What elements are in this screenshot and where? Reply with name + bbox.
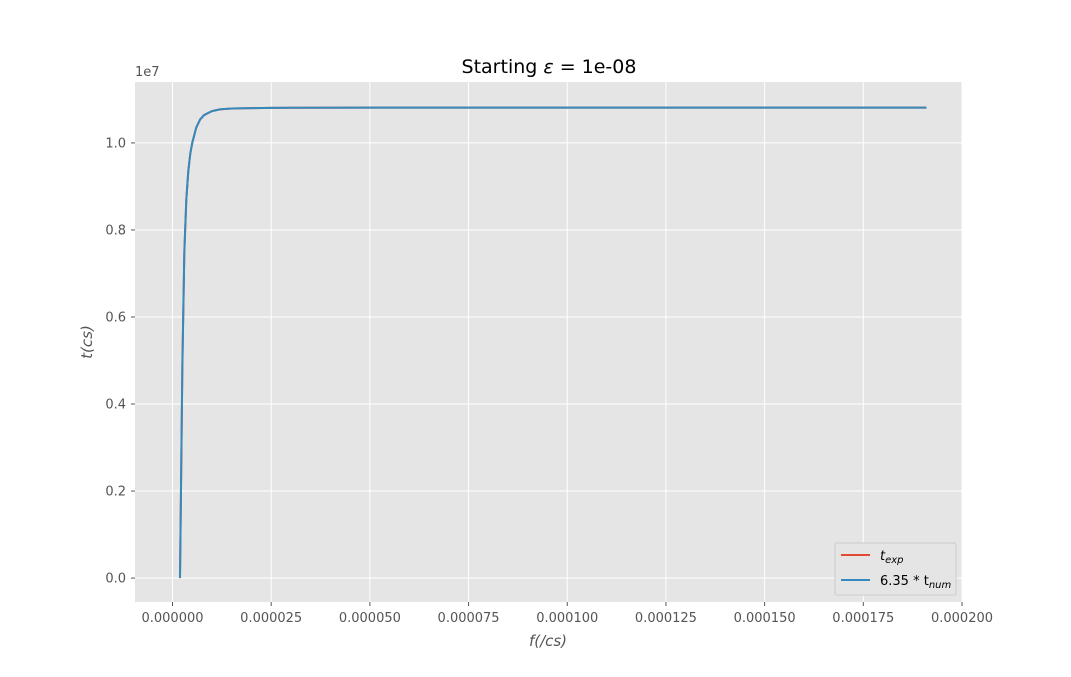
x-axis-label: f(/cs) <box>529 632 567 650</box>
x-tick-label: 0.000025 <box>240 611 302 626</box>
x-tick-label: 0.000075 <box>438 611 500 626</box>
y-axis-ticks: 0.0 0.2 0.4 0.6 0.8 1.0 <box>105 136 135 587</box>
y-tick-label: 0.0 <box>105 572 126 587</box>
x-tick-label: 0.000125 <box>635 611 697 626</box>
y-tick-label: 1.0 <box>105 136 126 151</box>
x-tick-label: 0.000175 <box>832 611 894 626</box>
legend: texp 6.35 * tnum <box>834 542 957 596</box>
y-tick-label: 0.8 <box>105 223 126 238</box>
legend-label-t-exp: texp <box>880 549 904 566</box>
y-tick-label: 0.6 <box>105 310 126 325</box>
x-tick-label: 0.000000 <box>141 611 203 626</box>
y-offset-label: 1e7 <box>135 65 160 80</box>
series-line-num <box>179 106 927 579</box>
y-tick-label: 0.4 <box>105 398 126 413</box>
x-axis-ticks: 0.000000 0.000025 0.000050 0.000075 0.000100… <box>141 602 993 626</box>
y-axis-label: t(cs) <box>78 325 96 359</box>
chart-title: Starting ε = 1e-08 <box>462 56 637 78</box>
x-tick-label: 0.000200 <box>931 611 993 626</box>
x-tick-label: 0.000050 <box>339 611 401 626</box>
series-lines <box>179 106 927 579</box>
y-tick-label: 0.2 <box>105 485 126 500</box>
plot-background <box>135 82 962 602</box>
x-tick-label: 0.000150 <box>734 611 796 626</box>
legend-label-t-num: 6.35 * tnum <box>880 574 951 591</box>
x-tick-label: 0.000100 <box>536 611 598 626</box>
grid <box>135 82 963 602</box>
